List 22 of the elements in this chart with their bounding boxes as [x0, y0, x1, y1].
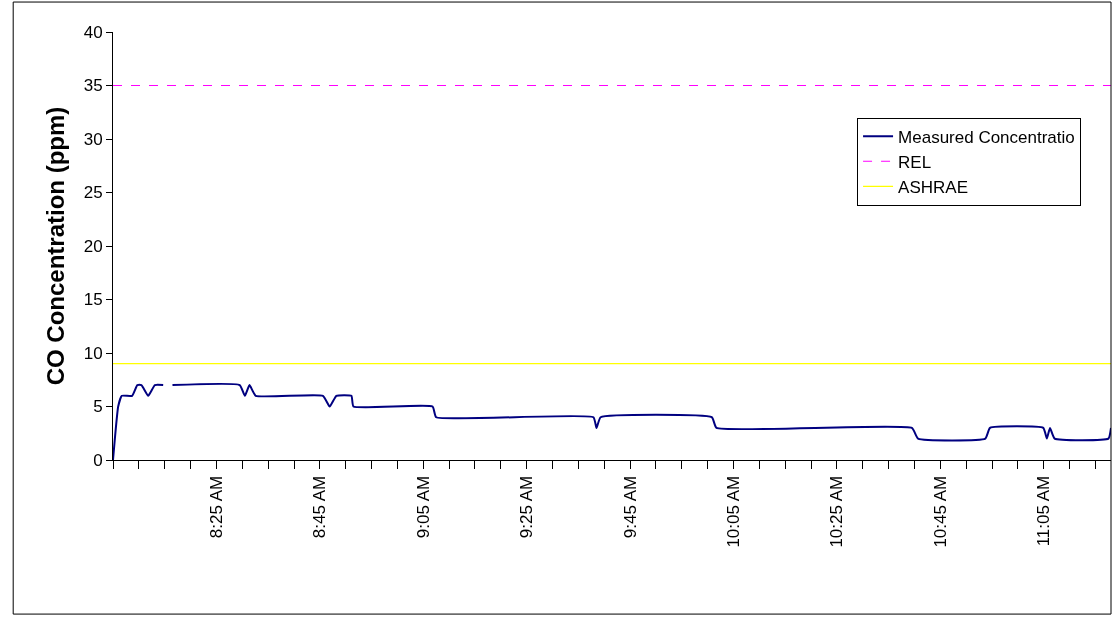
x-tick-label: 8:25 AM	[206, 475, 226, 539]
x-tick-label: 9:05 AM	[413, 475, 433, 539]
x-tick-label: 10:45 AM	[930, 475, 950, 548]
y-tick-label: 40	[83, 22, 103, 42]
y-axis-title: CO Concentration (ppm)	[41, 106, 69, 386]
x-tick-label: 9:45 AM	[620, 475, 640, 539]
x-tick-label: 11:05 AM	[1034, 475, 1054, 547]
x-tick-label: 9:25 AM	[517, 475, 537, 539]
y-tick-label: 25	[83, 183, 103, 203]
y-tick-label: 15	[83, 290, 103, 310]
y-tick-label: 30	[83, 129, 103, 149]
y-tick-label: 20	[83, 236, 103, 256]
y-tick-label: 0	[93, 450, 103, 470]
legend-label: Measured Concentratio	[898, 127, 1075, 147]
y-tick-label: 5	[93, 397, 103, 417]
y-tick-label: 35	[83, 76, 103, 96]
legend-label: REL	[898, 152, 932, 172]
x-tick-label: 8:45 AM	[310, 475, 330, 539]
legend-label: ASHRAE	[898, 177, 968, 197]
x-tick-label: 10:05 AM	[724, 475, 744, 548]
y-tick-label: 10	[83, 343, 103, 363]
x-tick-label: 10:25 AM	[827, 475, 847, 548]
